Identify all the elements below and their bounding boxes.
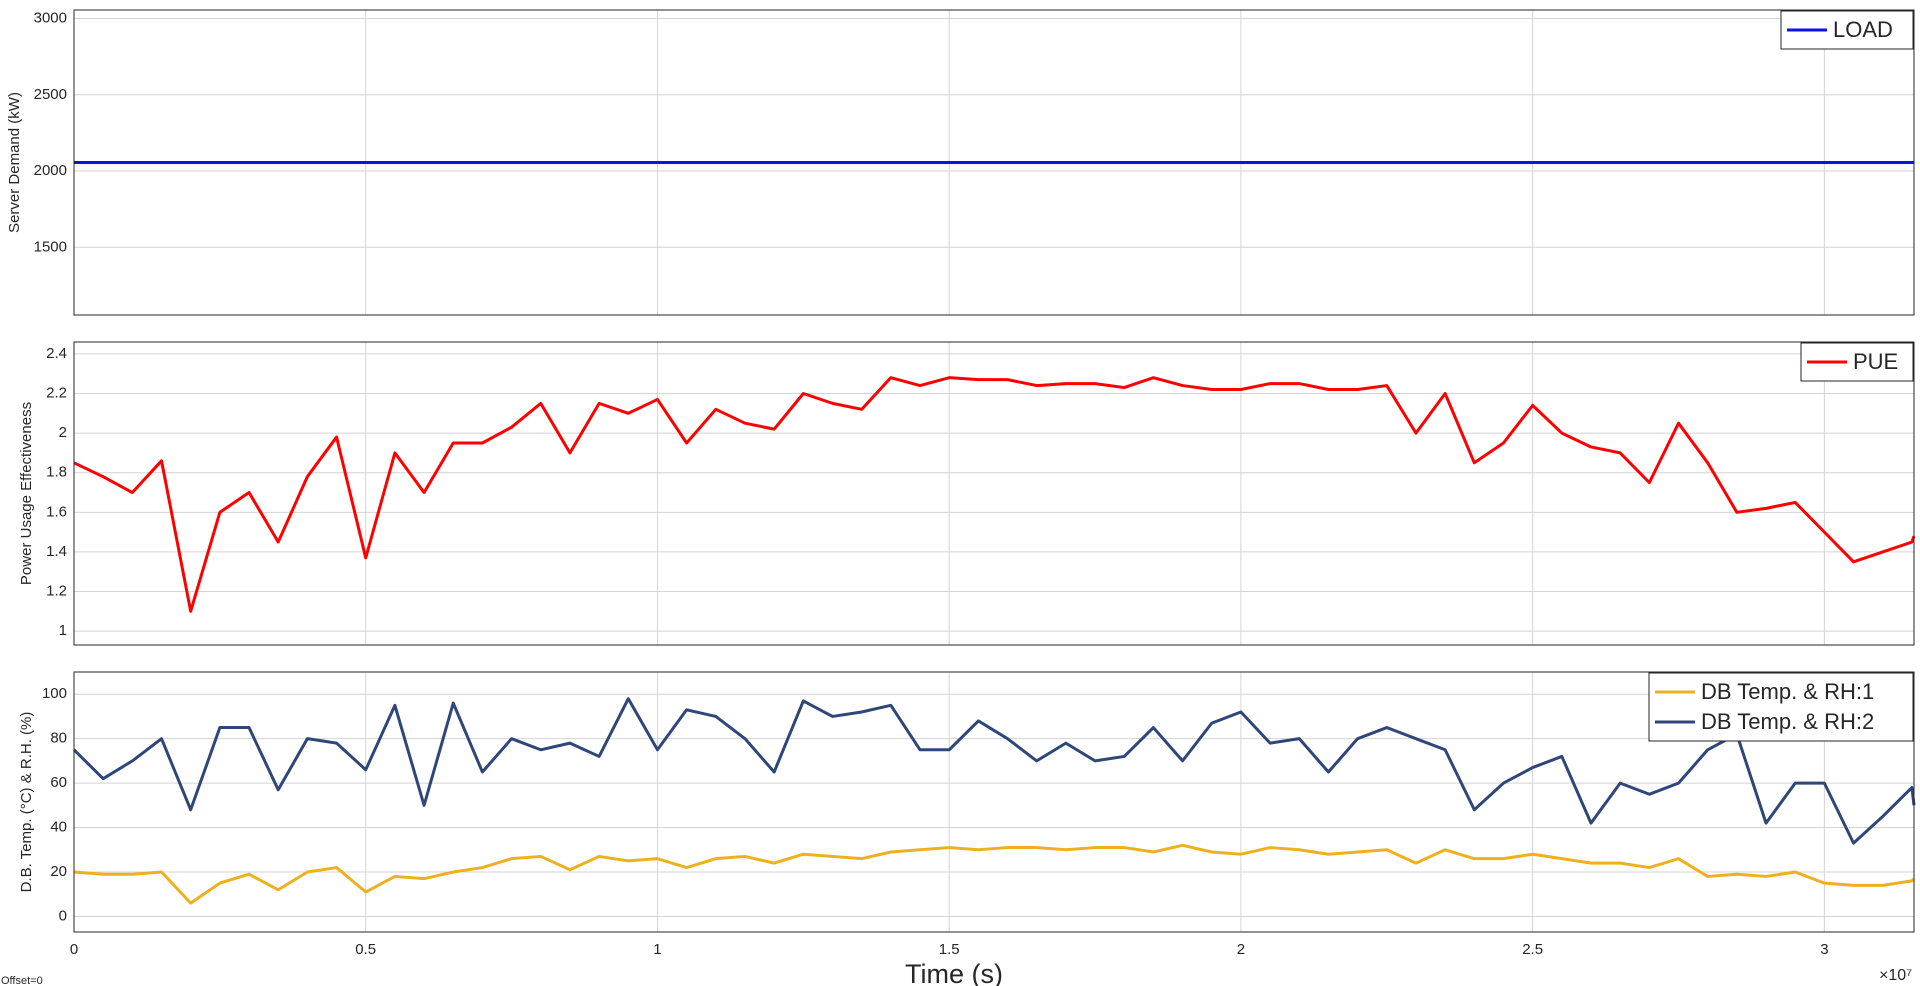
x-tick-label: 3 (1820, 941, 1828, 958)
data-line (72, 697, 1916, 845)
y-axis-label: D.B. Temp. (°C) & R.H. (%) (18, 712, 35, 893)
y-tick-label: 3000 (34, 10, 67, 27)
x-axis-label: Time (s) (905, 959, 1003, 986)
y-tick-label: 100 (42, 685, 67, 702)
y-tick-label: 1.6 (46, 503, 67, 520)
y-tick-label: 1.2 (46, 582, 67, 599)
y-tick-label: 0 (59, 907, 67, 924)
legend-label: DB Temp. & RH:1 (1701, 679, 1874, 704)
data-line (73, 843, 1916, 905)
y-tick-label: 20 (50, 863, 67, 880)
y-tick-label: 80 (50, 730, 67, 747)
x-tick-label: 2.5 (1522, 941, 1543, 958)
x-tick-label: 0 (70, 941, 78, 958)
x-scale-label: ×10⁷ (1879, 967, 1912, 984)
y-tick-label: 2000 (34, 162, 67, 179)
legend-label: PUE (1853, 349, 1898, 374)
y-tick-label: 2 (59, 424, 67, 441)
legend-box (1648, 672, 1914, 742)
y-axis-label: Power Usage Effectiveness (18, 402, 35, 585)
y-tick-label: 60 (50, 774, 67, 791)
y-tick-label: 2.2 (46, 384, 67, 401)
data-line (73, 376, 1916, 613)
y-axis-label: Server Demand (kW) (6, 92, 23, 233)
x-tick-label: 1 (653, 941, 661, 958)
y-tick-label: 2500 (34, 86, 67, 103)
y-tick-label: 1.4 (46, 543, 67, 560)
y-tick-label: 1 (59, 622, 67, 639)
legend-label: LOAD (1833, 17, 1893, 42)
legend-label: DB Temp. & RH:2 (1701, 709, 1874, 734)
offset-label: Offset=0 (1, 975, 43, 986)
y-tick-label: 1.8 (46, 464, 67, 481)
x-tick-label: 0.5 (355, 941, 376, 958)
x-tick-label: 1.5 (939, 941, 960, 958)
y-tick-label: 40 (50, 819, 67, 836)
axes-frame (73, 341, 1915, 646)
y-tick-label: 1500 (34, 238, 67, 255)
y-tick-label: 2.4 (46, 345, 67, 362)
x-tick-label: 2 (1237, 941, 1245, 958)
axes-frame (73, 9, 1915, 316)
axes-frame (73, 671, 1915, 933)
